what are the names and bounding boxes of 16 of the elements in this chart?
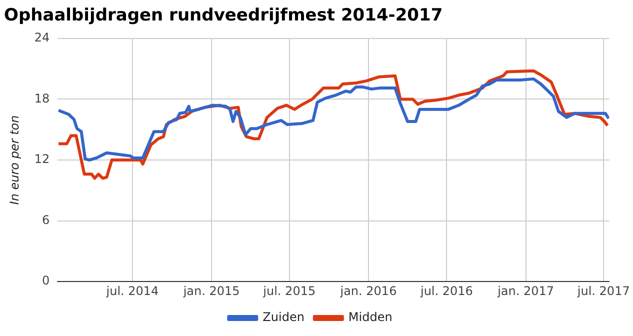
legend-label: Zuiden [262, 310, 304, 324]
y-tick-label: 12 [34, 152, 50, 166]
chart-title: Ophaalbijdragen rundveedrijfmest 2014-2017 [4, 6, 443, 26]
y-axis-title: In euro per ton [7, 115, 22, 205]
x-tick-label: jul. 2017 [576, 284, 630, 298]
x-tick-label: jul. 2014 [105, 284, 159, 298]
x-tick-label: jan. 2015 [182, 284, 240, 298]
y-tick-label: 0 [42, 274, 50, 288]
x-tick-label: jul. 2016 [419, 284, 473, 298]
x-tick-label: jan. 2017 [496, 284, 554, 298]
legend-label: Midden [348, 310, 392, 324]
x-tick-label: jul. 2015 [262, 284, 316, 298]
y-tick-label: 6 [42, 212, 50, 227]
y-tick-label: 24 [34, 30, 50, 45]
x-tick-label: jan. 2016 [339, 284, 397, 298]
y-tick-label: 18 [34, 91, 50, 106]
